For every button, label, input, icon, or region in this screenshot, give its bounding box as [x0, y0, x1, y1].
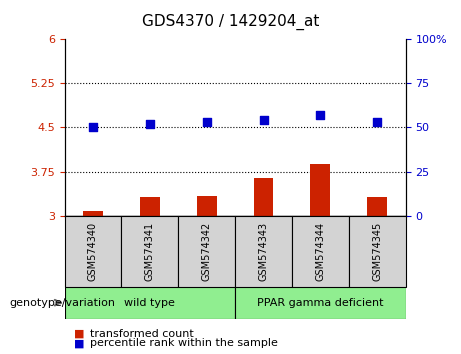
Point	[260, 118, 267, 123]
Bar	[310, 164, 331, 216]
Bar	[121, 216, 178, 287]
Text: ■: ■	[74, 329, 84, 339]
Text: percentile rank within the sample: percentile rank within the sample	[90, 338, 278, 348]
Point	[89, 125, 97, 130]
Text: GDS4370 / 1429204_at: GDS4370 / 1429204_at	[142, 14, 319, 30]
Text: PPAR gamma deficient: PPAR gamma deficient	[257, 298, 384, 308]
Text: GSM574340: GSM574340	[88, 222, 98, 281]
Text: genotype/variation: genotype/variation	[9, 298, 115, 308]
Bar	[83, 211, 103, 216]
Text: GSM574341: GSM574341	[145, 222, 155, 281]
Bar	[292, 216, 349, 287]
Bar	[367, 197, 387, 216]
Bar	[254, 178, 273, 216]
Text: transformed count: transformed count	[90, 329, 194, 339]
Bar	[65, 287, 235, 319]
Text: GSM574345: GSM574345	[372, 222, 382, 281]
Bar	[235, 216, 292, 287]
Bar	[65, 216, 121, 287]
Text: wild type: wild type	[124, 298, 175, 308]
Point	[373, 119, 381, 125]
Text: GSM574343: GSM574343	[259, 222, 269, 281]
Bar	[178, 216, 235, 287]
Bar	[140, 197, 160, 216]
Text: GSM574342: GSM574342	[201, 222, 212, 281]
Bar	[197, 196, 217, 216]
Text: ■: ■	[74, 338, 84, 348]
Point	[317, 112, 324, 118]
Text: GSM574344: GSM574344	[315, 222, 325, 281]
Point	[146, 121, 154, 127]
Bar	[349, 216, 406, 287]
Bar	[235, 287, 406, 319]
Point	[203, 119, 210, 125]
